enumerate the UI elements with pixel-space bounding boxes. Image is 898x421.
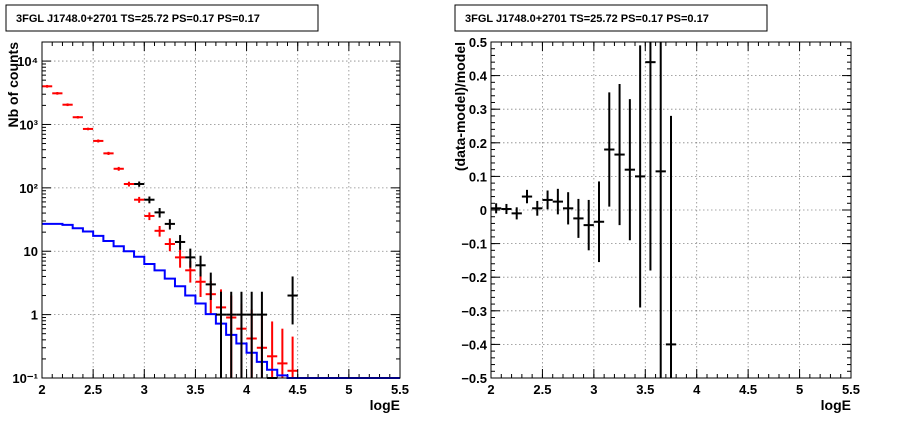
y-axis-label: Nb of counts [5,42,21,128]
x-tick-label: 4 [693,382,701,397]
x-tick-label: 5.5 [391,382,409,397]
y-tick-label: −0.4 [461,337,487,352]
y-tick-label: 10 [24,244,38,259]
y-tick-label: 10³ [19,117,38,132]
x-tick-label: 2.5 [533,382,551,397]
counts-panel: 3FGL J1748.0+2701 TS=25.72 PS=0.17 PS=0.… [5,4,409,413]
y-tick-label: 0 [480,203,487,218]
y-tick-label: 10⁴ [17,54,38,69]
residuals-panel: 3FGL J1748.0+2701 TS=25.72 PS=0.17 PS=0.… [452,4,860,413]
title-box [5,4,319,32]
x-tick-label: 4.5 [289,382,307,397]
y-tick-label: 0.3 [469,102,487,117]
x-tick-label: 5 [796,382,803,397]
x-tick-label: 3.5 [636,382,654,397]
y-tick-label: 1 [31,308,38,323]
x-axis-label: logE [370,397,400,413]
x-tick-label: 2 [38,382,45,397]
x-tick-label: 5.5 [842,382,860,397]
y-tick-label: 0.2 [469,136,487,151]
y-tick-label: 0.1 [469,169,487,184]
y-tick-label: 10² [19,181,38,196]
x-tick-label: 3 [590,382,597,397]
x-tick-label: 5 [345,382,352,397]
x-tick-label: 4.5 [739,382,757,397]
y-tick-label: −0.1 [461,237,487,252]
y-axis-label: (data-model)/model [452,42,468,171]
x-tick-label: 2 [487,382,494,397]
plot-frame [41,41,401,379]
y-tick-label: 0.4 [469,69,488,84]
y-tick-label: 0.5 [469,35,487,50]
x-tick-label: 4 [243,382,251,397]
x-tick-label: 3.5 [186,382,204,397]
x-tick-label: 2.5 [84,382,102,397]
chart-title: 3FGL J1748.0+2701 TS=25.72 PS=0.17 PS=0.… [465,13,709,25]
y-tick-label: −0.5 [461,371,487,386]
x-axis-label: logE [821,397,851,413]
x-tick-label: 3 [141,382,148,397]
y-tick-label: 10⁻¹ [12,371,38,386]
chart-title: 3FGL J1748.0+2701 TS=25.72 PS=0.17 PS=0.… [16,13,260,25]
y-tick-label: −0.2 [461,270,487,285]
title-box [454,4,768,32]
y-tick-label: −0.3 [461,304,487,319]
